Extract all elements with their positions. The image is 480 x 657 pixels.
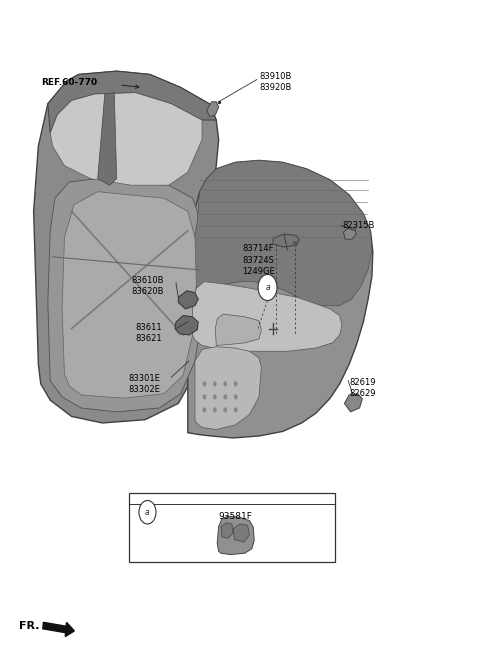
- Circle shape: [234, 407, 238, 413]
- Text: FR.: FR.: [19, 621, 40, 631]
- Polygon shape: [179, 290, 198, 309]
- Text: 83301E
83302E: 83301E 83302E: [129, 374, 160, 394]
- Polygon shape: [192, 282, 342, 351]
- Polygon shape: [273, 234, 300, 247]
- Polygon shape: [217, 516, 254, 555]
- Circle shape: [258, 275, 277, 300]
- Circle shape: [139, 501, 156, 524]
- Text: 83610B
83620B: 83610B 83620B: [131, 276, 163, 296]
- Polygon shape: [207, 102, 219, 117]
- Text: a: a: [145, 508, 150, 516]
- Polygon shape: [97, 93, 117, 185]
- Polygon shape: [62, 192, 196, 398]
- Polygon shape: [185, 160, 373, 438]
- Circle shape: [203, 381, 206, 386]
- Circle shape: [213, 394, 217, 399]
- Polygon shape: [48, 179, 204, 412]
- Polygon shape: [216, 314, 261, 346]
- Text: 83714F
83724S
1249GE: 83714F 83724S 1249GE: [242, 244, 275, 276]
- Polygon shape: [48, 71, 216, 133]
- Text: 83910B
83920B: 83910B 83920B: [259, 72, 291, 92]
- Text: 82315B: 82315B: [342, 221, 374, 230]
- Text: 93581F: 93581F: [219, 512, 252, 520]
- Text: 82619
82629: 82619 82629: [349, 378, 376, 399]
- Text: a: a: [265, 283, 270, 292]
- Circle shape: [223, 394, 227, 399]
- Circle shape: [234, 394, 238, 399]
- Polygon shape: [343, 227, 356, 239]
- Polygon shape: [221, 522, 233, 538]
- Polygon shape: [192, 160, 372, 328]
- Circle shape: [213, 407, 217, 413]
- Circle shape: [213, 381, 217, 386]
- FancyArrow shape: [43, 622, 74, 637]
- Circle shape: [203, 394, 206, 399]
- Circle shape: [203, 407, 206, 413]
- Circle shape: [234, 381, 238, 386]
- Circle shape: [223, 381, 227, 386]
- Circle shape: [223, 407, 227, 413]
- Polygon shape: [175, 315, 198, 335]
- Polygon shape: [34, 71, 219, 423]
- Bar: [129, 493, 335, 562]
- Polygon shape: [50, 93, 202, 185]
- Text: 83611
83621: 83611 83621: [136, 323, 162, 343]
- Polygon shape: [233, 524, 250, 542]
- Polygon shape: [344, 394, 362, 412]
- Text: REF.60-770: REF.60-770: [41, 78, 97, 87]
- Polygon shape: [195, 347, 261, 430]
